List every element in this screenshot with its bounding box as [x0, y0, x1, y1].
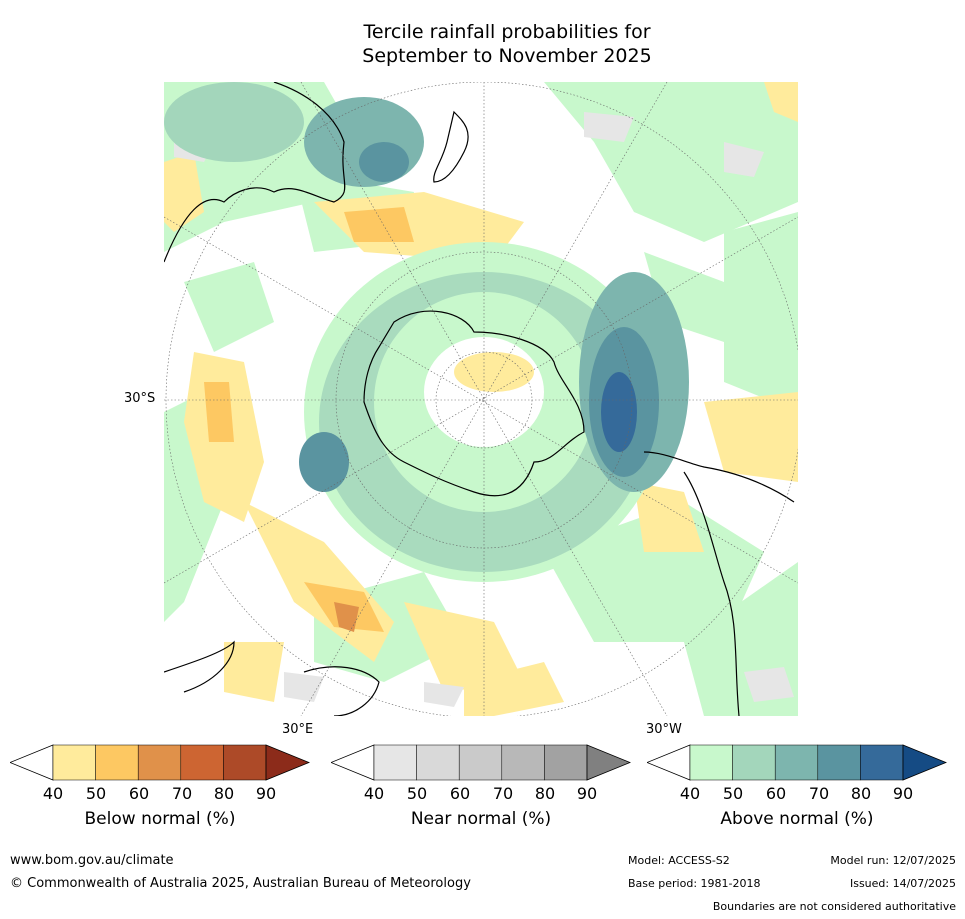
tick-label: 40	[679, 784, 701, 803]
tick-label: 90	[576, 784, 598, 803]
colorbar-low-extension	[8, 744, 54, 781]
colorbar-swatch	[732, 744, 776, 781]
colorbar-swatch	[501, 744, 545, 781]
above-normal-colorbar: 40 50 60 70 80 90 Above normal (%)	[645, 744, 948, 829]
graticule	[164, 82, 798, 716]
tick-label: 80	[213, 784, 235, 803]
above-normal-light-areas	[164, 82, 798, 716]
south-america-coastline	[643, 451, 795, 503]
tick-label: 70	[808, 784, 830, 803]
tick-label: 90	[892, 784, 914, 803]
above-normal-caption: Above normal (%)	[720, 809, 874, 829]
polar-probability-map	[164, 82, 798, 716]
tick-label: 60	[449, 784, 471, 803]
tick-label: 40	[363, 784, 385, 803]
below-normal-colorbar-swatches	[8, 744, 311, 781]
near-normal-ticks: 40 50 60 70 80 90	[331, 784, 631, 804]
colorbar-swatch	[544, 744, 588, 781]
title-line-1: Tercile rainfall probabilities for	[363, 21, 651, 43]
antarctica-coastline	[363, 310, 585, 497]
below-normal-colorbar: 40 50 60 70 80 90 Below normal (%)	[8, 744, 311, 829]
issued-date: Issued: 14/07/2025	[849, 877, 956, 890]
longitude-label-east: 30°E	[282, 722, 314, 737]
base-period: Base period: 1981-2018	[628, 877, 761, 890]
near-normal-caption: Near normal (%)	[410, 809, 552, 829]
tick-label: 80	[850, 784, 872, 803]
title-line-2: September to November 2025	[362, 45, 652, 67]
south-america-east-coastline	[683, 471, 740, 716]
website-url[interactable]: www.bom.gov.au/climate	[10, 853, 174, 868]
tick-label: 70	[492, 784, 514, 803]
below-normal-ticks: 40 50 60 70 80 90	[10, 784, 310, 804]
above-normal-ticks: 40 50 60 70 80 90	[647, 784, 947, 804]
tick-label: 60	[765, 784, 787, 803]
colorbar-swatch	[180, 744, 224, 781]
above-normal-high-area	[164, 82, 689, 492]
tick-label: 50	[406, 784, 428, 803]
coastlines	[164, 82, 795, 716]
tick-label: 80	[534, 784, 556, 803]
colorbar-high-extension	[265, 744, 311, 781]
colorbar-high-extension	[586, 744, 632, 781]
near-normal-colorbar-swatches	[329, 744, 632, 781]
colorbar-low-extension	[329, 744, 375, 781]
colorbar-high-extension	[902, 744, 948, 781]
copyright-text: © Commonwealth of Australia 2025, Austra…	[10, 876, 471, 891]
above-normal-colorbar-swatches	[645, 744, 948, 781]
colorbar-swatch	[52, 744, 96, 781]
new-zealand-coastline	[433, 110, 469, 183]
colorbar-swatch	[137, 744, 182, 781]
boundary-disclaimer: Boundaries are not considered authoritat…	[712, 900, 956, 913]
australia-coastline	[164, 82, 346, 263]
colorbar-swatch	[774, 744, 819, 781]
tick-label: 60	[128, 784, 150, 803]
below-normal-caption: Below normal (%)	[84, 809, 236, 829]
longitude-label-west: 30°W	[646, 722, 682, 737]
map-title: Tercile rainfall probabilities for Septe…	[0, 20, 965, 68]
tick-label: 50	[85, 784, 107, 803]
colorbar-swatch	[416, 744, 460, 781]
colorbar-low-extension	[645, 744, 691, 781]
colorbar-swatch	[689, 744, 733, 781]
colorbar-swatch	[860, 744, 904, 781]
colorbar-swatch	[373, 744, 417, 781]
colorbar-swatch	[458, 744, 503, 781]
tick-label: 50	[722, 784, 744, 803]
colorbar-swatch	[95, 744, 139, 781]
model-name: Model: ACCESS-S2	[628, 854, 730, 867]
colorbar-swatch	[223, 744, 267, 781]
latitude-label: 30°S	[124, 391, 156, 406]
tick-label: 40	[42, 784, 64, 803]
tick-label: 90	[255, 784, 277, 803]
near-normal-colorbar: 40 50 60 70 80 90 Near normal (%)	[329, 744, 632, 829]
tick-label: 70	[171, 784, 193, 803]
africa-coastline	[164, 640, 235, 693]
near-normal-areas	[174, 112, 794, 707]
model-run-date: Model run: 12/07/2025	[830, 854, 956, 867]
colorbar-swatch	[817, 744, 861, 781]
